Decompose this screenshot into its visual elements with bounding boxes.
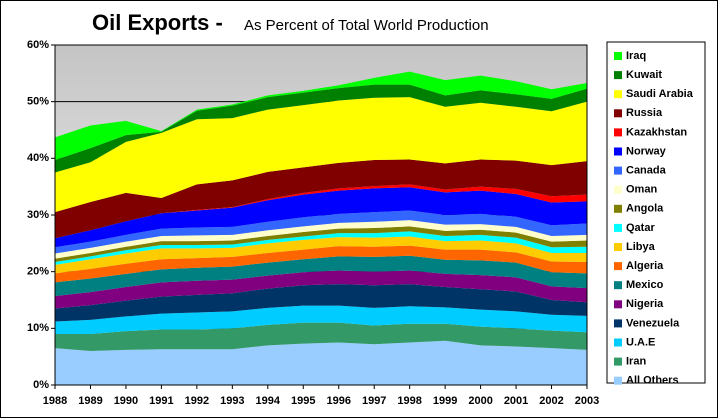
- legend-swatch: [614, 90, 622, 99]
- legend-label: Mexico: [626, 279, 664, 291]
- x-tick-label: 1993: [220, 395, 244, 407]
- x-tick-label: 1994: [256, 395, 281, 407]
- x-tick-label: 1999: [433, 395, 457, 407]
- legend-swatch: [614, 147, 622, 156]
- area: [55, 97, 587, 213]
- x-tick-label: 1991: [149, 395, 173, 407]
- legend-swatch: [614, 166, 622, 175]
- legend-label: Canada: [626, 165, 667, 177]
- legend-label: All Others: [626, 375, 679, 387]
- legend-swatch: [614, 243, 622, 251]
- legend-label: Angola: [626, 203, 664, 215]
- area: [55, 270, 587, 309]
- x-tick-label: 2001: [504, 395, 528, 407]
- x-tick-label: 1997: [362, 395, 386, 407]
- legend-swatch: [614, 338, 622, 347]
- legend-swatch: [614, 319, 622, 328]
- legend-swatch: [614, 376, 622, 385]
- legend-label: U.A.E: [626, 336, 655, 348]
- y-tick-label: 0%: [33, 379, 49, 391]
- y-tick-label: 40%: [27, 152, 49, 164]
- legend-label: Algeria: [626, 260, 664, 272]
- area: [55, 284, 587, 322]
- y-tick-label: 10%: [27, 322, 49, 334]
- legend-swatch: [614, 262, 622, 271]
- legend-label: Kazakhstan: [626, 126, 687, 138]
- legend-label: Kuwait: [626, 69, 662, 81]
- legend-swatch: [614, 71, 622, 80]
- legend-swatch: [614, 281, 622, 290]
- plot-border: [54, 44, 588, 386]
- area: [55, 305, 587, 334]
- area: [55, 220, 587, 259]
- legend-label: Russia: [626, 107, 663, 119]
- legend-label: Oman: [626, 184, 657, 196]
- area: [55, 226, 587, 263]
- area: [55, 340, 587, 385]
- area: [55, 71, 587, 161]
- area: [55, 210, 587, 254]
- y-tick-label: 30%: [27, 209, 49, 221]
- legend-label: Saudi Arabia: [626, 88, 694, 100]
- x-tick-label: 1989: [78, 395, 102, 407]
- area: [55, 187, 587, 248]
- x-tick-label: 2002: [539, 395, 563, 407]
- x-tick-label: 2000: [468, 395, 492, 407]
- y-tick-label: 50%: [27, 96, 49, 108]
- legend-label: Iraq: [626, 50, 646, 62]
- x-tick-label: 1996: [326, 395, 350, 407]
- y-tick-label: 60%: [27, 39, 49, 51]
- x-tick-label: 1990: [114, 395, 138, 407]
- legend-label: Nigeria: [626, 298, 664, 310]
- chart-subtitle: As Percent of Total World Production: [244, 17, 489, 34]
- area: [55, 255, 587, 297]
- legend-swatch: [614, 204, 622, 213]
- area: [55, 245, 587, 283]
- x-tick-label: 1992: [185, 395, 209, 407]
- legend-swatch: [614, 300, 622, 309]
- area: [55, 231, 587, 265]
- legend-swatch: [614, 128, 622, 137]
- legend-label: Venezuela: [626, 317, 680, 329]
- legend-label: Iran: [626, 356, 646, 368]
- x-tick-label: 2003: [575, 395, 599, 407]
- legend-swatch: [614, 357, 622, 366]
- x-tick-label: 1995: [291, 395, 315, 407]
- x-tick-label: 1988: [43, 395, 67, 407]
- legend-swatch: [614, 52, 622, 60]
- chart-title: Oil Exports -: [92, 10, 223, 35]
- legend-label: Norway: [626, 145, 667, 157]
- area: [55, 236, 587, 274]
- y-tick-label: 20%: [27, 266, 49, 278]
- legend-swatch: [614, 223, 622, 232]
- area: [55, 322, 587, 351]
- legend: [606, 41, 706, 384]
- area: [55, 159, 587, 239]
- x-tick-label: 1998: [397, 395, 421, 407]
- legend-label: Qatar: [626, 222, 655, 234]
- legend-swatch: [614, 185, 622, 194]
- legend-swatch: [614, 109, 622, 118]
- legend-label: Libya: [626, 241, 656, 253]
- area: [55, 84, 587, 173]
